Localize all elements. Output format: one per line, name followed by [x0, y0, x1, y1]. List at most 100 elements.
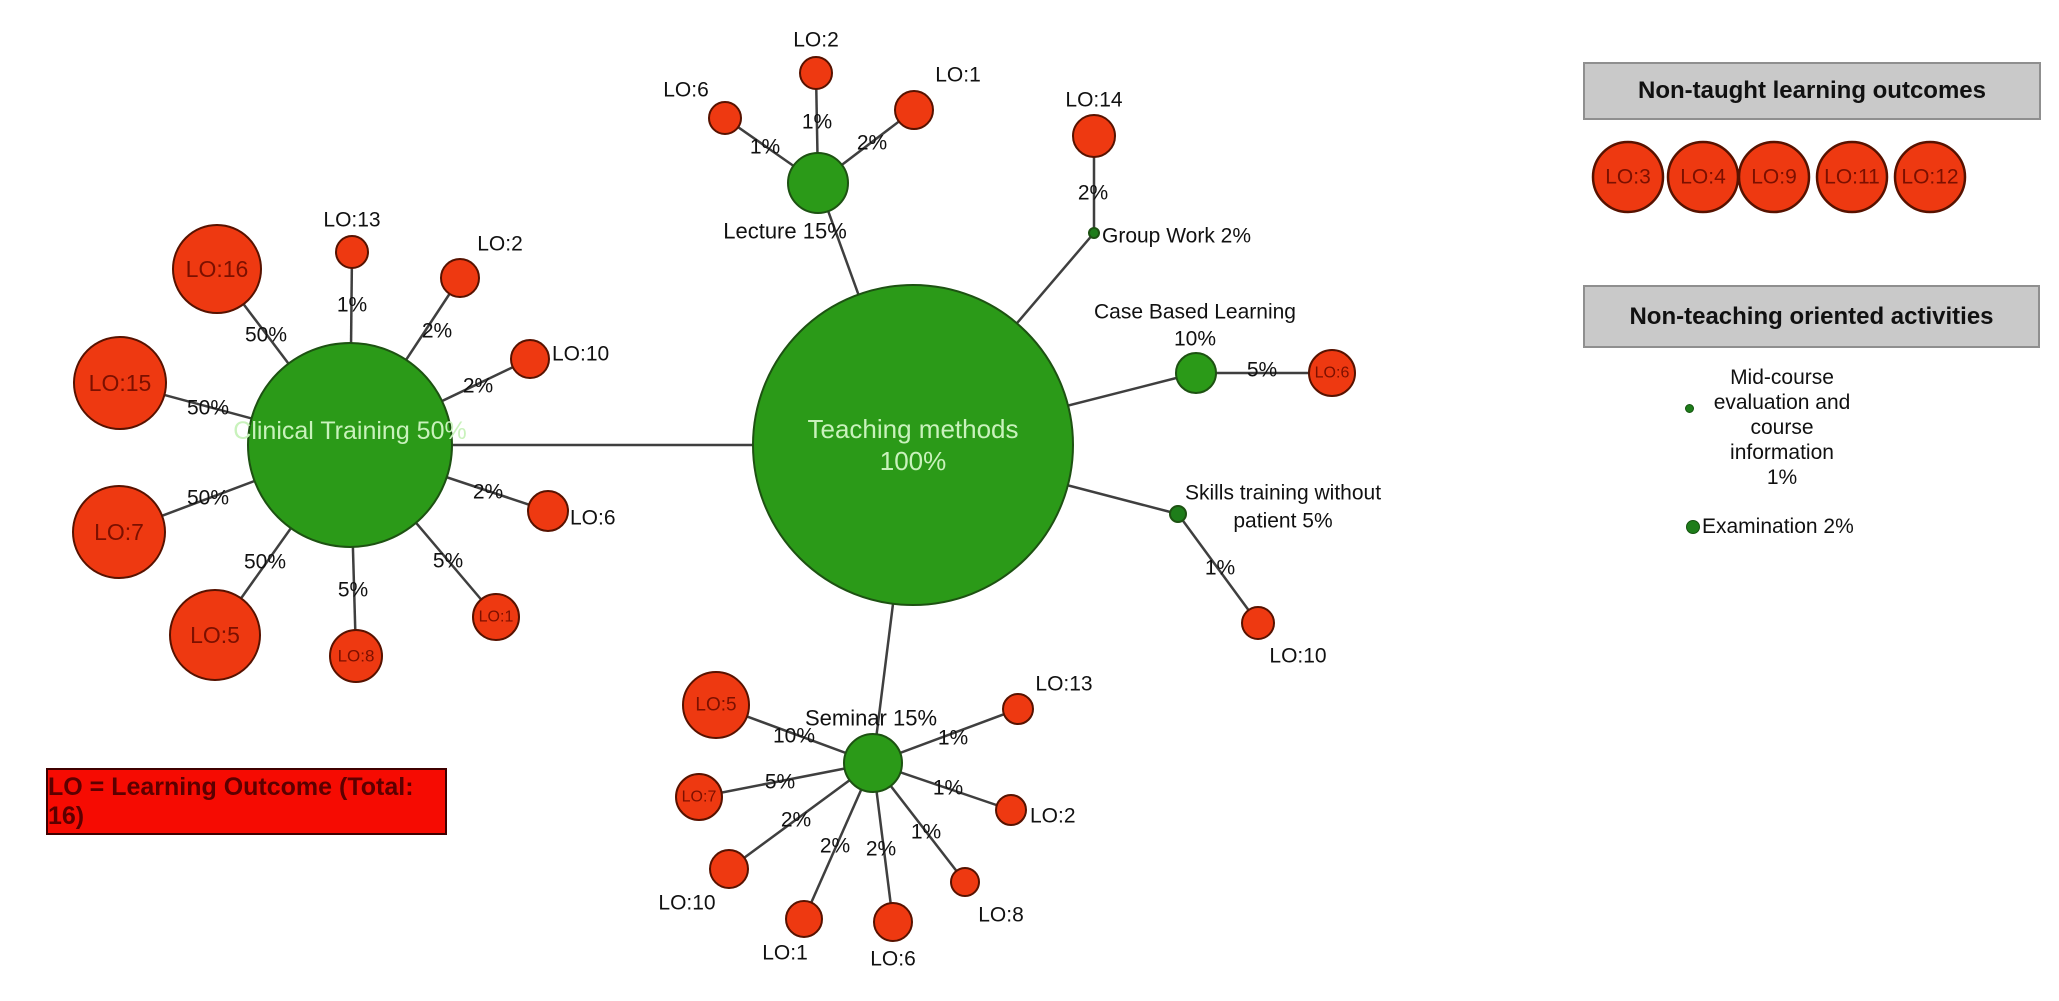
edge-label-ct-ct-lo10: 2% [463, 375, 493, 398]
lec-lo1-node [894, 90, 934, 130]
sem-lo2-label: LO:2 [1030, 805, 1076, 828]
edge-label-ct-ct-lo16: 50% [245, 324, 287, 347]
ct-lo10-node [510, 339, 550, 379]
edge-label-ct-ct-lo13: 1% [337, 294, 367, 317]
sem-lo5-node [682, 671, 750, 739]
sem-lo13-label: LO:13 [1035, 673, 1092, 696]
non-teaching-activities-header: Non-teaching oriented activities [1583, 285, 2040, 348]
sem-lo13-node [1002, 693, 1034, 725]
ct-lo6-label: LO:6 [570, 507, 616, 530]
sem-lo2-node [995, 794, 1027, 826]
ct-lo1-node [472, 593, 520, 641]
mid-course-item: Mid-course evaluation and course informa… [1702, 365, 1862, 490]
legend-note-label: LO = Learning Outcome (Total: 16) [48, 772, 414, 830]
examination-dot-icon [1686, 520, 1700, 534]
free-lo11-node [1815, 140, 1889, 214]
edge-label-ct-ct-lo8: 5% [338, 579, 368, 602]
ct-lo6-node [527, 490, 569, 532]
ct-label: Clinical Training 50% [233, 417, 466, 445]
tm-label: Teaching methods [807, 414, 1018, 444]
mid-course-line-2: evaluation and [1713, 391, 1851, 414]
gw-lo14-node [1072, 114, 1116, 158]
non-taught-outcomes-header: Non-taught learning outcomes [1583, 62, 2041, 120]
sem-lo7-node [675, 773, 723, 821]
edge-label-gw-gw-lo14: 2% [1078, 182, 1108, 205]
free-lo9-label: LO:9 [1751, 166, 1797, 189]
edge-label-ct-ct-lo6: 2% [473, 481, 503, 504]
lec-lo1-label: LO:1 [935, 64, 981, 87]
gw-label: Group Work 2% [1102, 225, 1251, 248]
gw-node [1088, 227, 1100, 239]
edge-label-skills-sk-lo10: 1% [1205, 557, 1235, 580]
edge-label-ct-ct-lo1: 5% [433, 550, 463, 573]
ct-lo10-label: LO:10 [552, 343, 609, 366]
sem-lo1-node [785, 900, 823, 938]
non-teaching-activities-title: Non-teaching oriented activities [1629, 302, 1994, 330]
edge-label-seminar-sem-lo6: 2% [866, 838, 896, 861]
edge-label-lecture-lec-lo6: 1% [750, 136, 780, 159]
cbl-label: Case Based Learning [1094, 301, 1296, 324]
sk-lo10-node [1241, 606, 1275, 640]
edge-label-ct-ct-lo7: 50% [187, 487, 229, 510]
edge-label-ct-ct-lo2: 2% [422, 320, 452, 343]
edge-label-ct-ct-lo5: 50% [244, 551, 286, 574]
non-taught-outcomes-title: Non-taught learning outcomes [1638, 77, 1986, 104]
sk-lo10-label: LO:10 [1269, 645, 1326, 668]
legend-note-box: LO = Learning Outcome (Total: 16) [46, 768, 447, 835]
skills-label: Skills training without [1185, 482, 1381, 505]
cbl-lo6-node [1308, 349, 1356, 397]
free-lo3-label: LO:3 [1605, 166, 1651, 189]
ct-lo1-label: LO:1 [479, 609, 514, 626]
sem-lo8-label: LO:8 [978, 904, 1024, 927]
ct-lo5-node [169, 589, 261, 681]
free-lo12-node [1893, 140, 1967, 214]
ct-lo15-label: LO:15 [89, 370, 152, 396]
cbl-node [1175, 352, 1217, 394]
lecture-node [787, 152, 849, 214]
edge-label-seminar-sem-lo7: 5% [765, 771, 795, 794]
ct-lo13-label: LO:13 [323, 209, 380, 232]
ct-lo5-label: LO:5 [190, 622, 240, 648]
ct-lo8-label: LO:8 [338, 647, 375, 666]
tm-label: 100% [880, 446, 947, 476]
sem-lo10-node [709, 849, 749, 889]
free-lo12-label: LO:12 [1901, 166, 1958, 189]
free-lo11-label: LO:11 [1824, 166, 1880, 189]
sem-lo1-label: LO:1 [762, 942, 808, 965]
edge-label-ct-ct-lo15: 50% [187, 397, 229, 420]
seminar-label: Seminar 15% [805, 706, 937, 731]
ct-node [247, 342, 453, 548]
cbl-label: 10% [1174, 328, 1216, 351]
skills-label: patient 5% [1233, 510, 1332, 533]
skills-node [1169, 505, 1187, 523]
ct-lo7-label: LO:7 [94, 519, 144, 545]
edge-label-seminar-sem-lo10: 2% [781, 809, 811, 832]
mid-course-line-3: course information [1730, 416, 1834, 464]
sem-lo6-node [873, 902, 913, 942]
edge-label-lecture-lec-lo1: 2% [857, 132, 887, 155]
sem-lo8-node [950, 867, 980, 897]
lec-lo6-label: LO:6 [663, 79, 709, 102]
mid-course-line-4: 1% [1766, 466, 1798, 489]
ct-lo13-node [335, 235, 369, 269]
free-lo3-node [1591, 140, 1665, 214]
free-lo4-label: LO:4 [1680, 166, 1726, 189]
ct-lo16-node [172, 224, 262, 314]
edge-label-cbl-cbl-lo6: 5% [1247, 359, 1277, 382]
edge-label-lecture-lec-lo2: 1% [802, 111, 832, 134]
sem-lo5-label: LO:5 [695, 695, 736, 716]
mid-course-line-1: Mid-course [1730, 366, 1834, 389]
lecture-label: Lecture 15% [723, 219, 847, 244]
examination-item: Examination 2% [1686, 515, 1854, 539]
edge-skills-sk-lo10 [1176, 513, 1260, 624]
seminar-node [843, 733, 903, 793]
free-lo9-node [1737, 140, 1811, 214]
ct-lo2-node [440, 258, 480, 298]
sem-lo7-label: LO:7 [682, 789, 717, 806]
lec-lo6-node [708, 101, 742, 135]
sem-lo10-label: LO:10 [658, 892, 715, 915]
ct-lo7-node [72, 485, 166, 579]
edge-label-seminar-sem-lo8: 1% [911, 821, 941, 844]
